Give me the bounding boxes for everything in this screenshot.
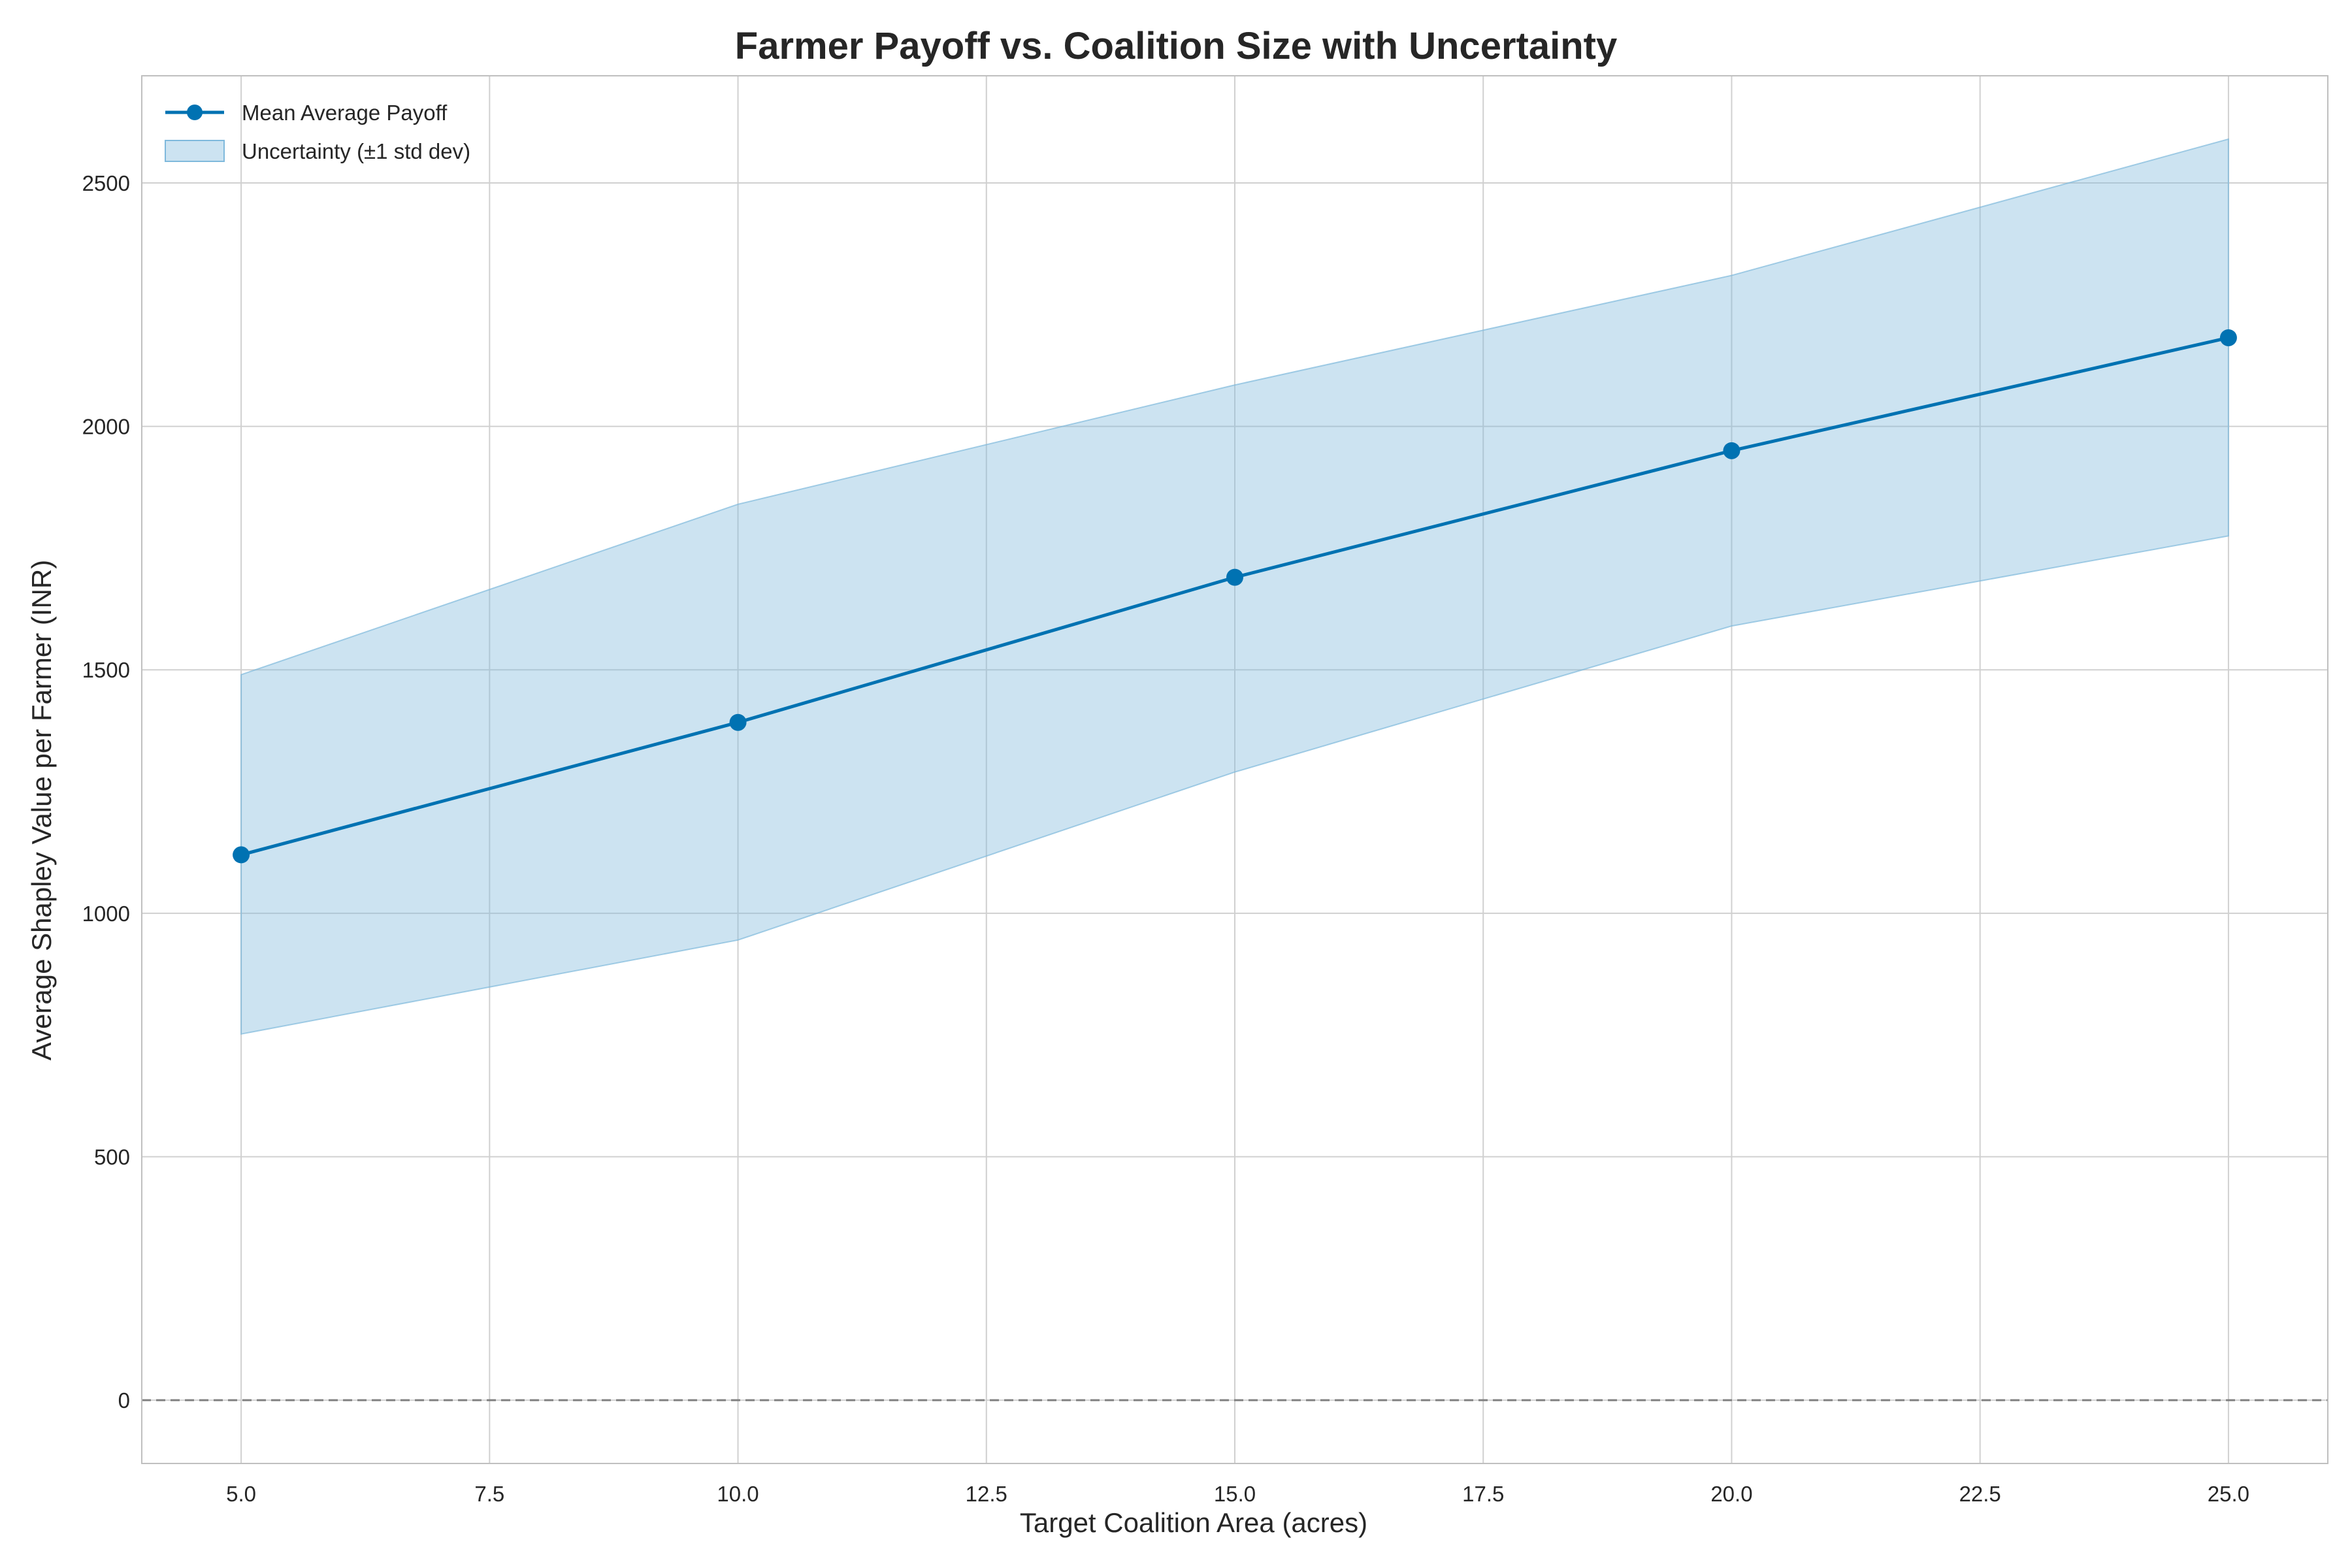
legend-marker-swatch: [187, 105, 203, 120]
y-tick-label: 1000: [82, 902, 130, 926]
grid: [142, 76, 2328, 1463]
x-tick-label: 15.0: [1214, 1482, 1256, 1506]
data-point: [729, 713, 747, 731]
series-mean-average-payoff: [233, 329, 2237, 864]
data-point: [233, 846, 250, 864]
x-tick-label: 5.0: [226, 1482, 256, 1506]
y-tick-label: 1500: [82, 658, 130, 682]
x-tick-label: 10.0: [717, 1482, 759, 1506]
y-tick-labels: 0 500 1000 1500 2000 2500: [82, 171, 130, 1413]
data-point: [1723, 442, 1740, 459]
x-tick-labels: 5.0 7.5 10.0 12.5 15.0 17.5 20.0 22.5 25.0: [226, 1482, 2249, 1506]
x-tick-label: 22.5: [1959, 1482, 2001, 1506]
x-tick-label: 17.5: [1462, 1482, 1504, 1506]
uncertainty-band-area: [240, 138, 2229, 1035]
y-tick-label: 2500: [82, 171, 130, 195]
y-tick-label: 2000: [82, 415, 130, 439]
legend-band-swatch: [165, 140, 225, 162]
data-point: [1226, 568, 1243, 586]
y-tick-label: 500: [94, 1145, 130, 1169]
legend-label-mean: Mean Average Payoff: [242, 101, 448, 125]
y-tick-label: 0: [118, 1388, 130, 1413]
legend-label-uncertainty: Uncertainty (±1 std dev): [242, 139, 470, 163]
data-point: [2219, 329, 2237, 346]
x-axis-label: Target Coalition Area (acres): [1020, 1507, 1367, 1538]
y-axis-label: Average Shapley Value per Farmer (INR): [26, 560, 57, 1060]
chart-title: Farmer Payoff vs. Coalition Size with Un…: [735, 25, 1617, 67]
x-tick-label: 25.0: [2208, 1482, 2249, 1506]
x-tick-label: 20.0: [1710, 1482, 1752, 1506]
x-tick-label: 12.5: [966, 1482, 1007, 1506]
x-tick-label: 7.5: [474, 1482, 504, 1506]
plot-frame: [141, 75, 2328, 1464]
uncertainty-band: [240, 138, 2229, 1035]
legend: Mean Average Payoff Uncertainty (±1 std …: [165, 101, 470, 163]
